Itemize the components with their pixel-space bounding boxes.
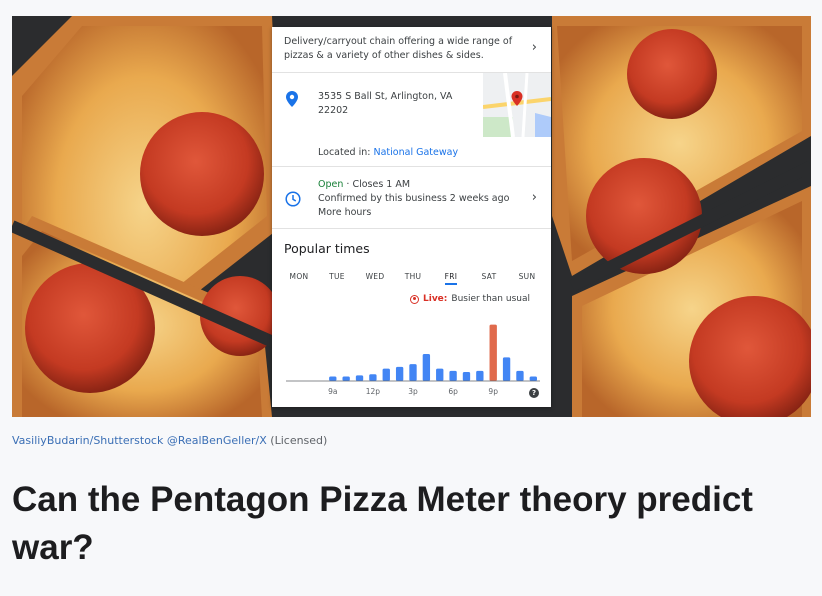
place-description: Delivery/carryout chain offering a wide … <box>284 36 513 61</box>
closing-time: Closes 1 AM <box>352 179 411 190</box>
bar-3p <box>409 364 417 381</box>
bar-10a <box>342 376 350 381</box>
place-info-card: Delivery/carryout chain offering a wide … <box>272 27 551 407</box>
day-label: THU <box>404 272 422 281</box>
located-in: Located in: National Gateway <box>318 146 458 160</box>
license-label: (Licensed) <box>270 434 328 447</box>
bar-8p <box>476 370 484 381</box>
address: 3535 S Ball St, Arlington, VA 22202 <box>318 90 458 118</box>
chevron-right-icon: › <box>531 190 537 205</box>
day-label: SAT <box>481 272 497 281</box>
tab-sun[interactable]: SUN <box>512 272 542 281</box>
hours-separator: · <box>343 179 353 190</box>
popular-times-chart: 9a 12p 3p 6p 9p <box>286 324 540 396</box>
live-label: Live: <box>423 294 448 304</box>
bar-1p <box>382 368 390 381</box>
hours-confirmed: Confirmed by this business 2 weeks ago <box>318 193 510 204</box>
live-indicator: Live: Busier than usual <box>410 294 530 304</box>
tab-mon[interactable]: MON <box>284 272 314 281</box>
bar-9a <box>329 376 337 381</box>
tick-label-9a: 9a <box>328 387 337 396</box>
day-tabs: MON TUE WED THU FRI SAT SUN <box>284 272 542 285</box>
article-headline: Can the Pentagon Pizza Meter theory pred… <box>12 480 753 567</box>
open-status: Open <box>318 179 344 190</box>
tab-sat[interactable]: SAT <box>474 272 504 281</box>
located-label: Located in: <box>318 147 371 158</box>
live-bar-9p <box>489 324 497 381</box>
hours-info: Open · Closes 1 AM Confirmed by this bus… <box>318 178 509 220</box>
live-dot-icon <box>410 294 419 304</box>
day-label: TUE <box>329 272 345 281</box>
description-row[interactable]: Delivery/carryout chain offering a wide … <box>272 27 551 72</box>
bar-6p <box>449 370 457 381</box>
popular-times-section: Popular times MON TUE WED THU FRI SAT SU… <box>272 228 551 407</box>
tick-label-6p: 6p <box>448 387 458 396</box>
map-image <box>483 73 551 137</box>
help-icon[interactable]: ? <box>529 388 539 398</box>
clock-icon <box>285 191 301 207</box>
bar-7p <box>462 371 471 381</box>
bar-5p <box>436 368 444 381</box>
location-pin-icon <box>286 91 298 107</box>
tab-thu[interactable]: THU <box>398 272 428 281</box>
live-status: Busier than usual <box>451 294 530 304</box>
pizza-photo <box>12 16 811 417</box>
chevron-right-icon: › <box>531 40 537 55</box>
tick-label-3p: 3p <box>408 387 418 396</box>
bar-10p <box>502 357 511 381</box>
hours-row[interactable]: Open · Closes 1 AM Confirmed by this bus… <box>272 166 551 228</box>
map-thumbnail[interactable] <box>483 73 551 137</box>
tab-wed[interactable]: WED <box>360 272 390 281</box>
bar-4p <box>422 353 431 381</box>
hero-image: Delivery/carryout chain offering a wide … <box>12 16 811 417</box>
credit-link[interactable]: VasiliyBudarin/Shutterstock @RealBenGell… <box>12 434 267 447</box>
bar-2p <box>395 366 404 381</box>
tick-label-12p: 12p <box>366 387 381 396</box>
day-label: MON <box>289 272 309 281</box>
bar-12p <box>369 374 377 381</box>
bar-11p <box>516 370 524 381</box>
bar-11a <box>355 375 364 381</box>
day-label: SUN <box>518 272 536 281</box>
address-line-1: 3535 S Ball St, Arlington, VA <box>318 91 453 102</box>
day-label: FRI <box>444 272 458 285</box>
image-credit: VasiliyBudarin/Shutterstock @RealBenGell… <box>12 434 327 447</box>
more-hours-link[interactable]: More hours <box>318 207 372 218</box>
tab-tue[interactable]: TUE <box>322 272 352 281</box>
bar-12a <box>529 376 537 381</box>
tab-fri[interactable]: FRI <box>436 272 466 285</box>
day-label: WED <box>365 272 385 281</box>
located-link[interactable]: National Gateway <box>373 147 459 158</box>
popular-times-title: Popular times <box>284 241 370 256</box>
address-row[interactable]: 3535 S Ball St, Arlington, VA 22202 Loca… <box>272 72 551 166</box>
address-line-2: 22202 <box>318 105 349 116</box>
tick-label-9p: 9p <box>488 387 498 396</box>
